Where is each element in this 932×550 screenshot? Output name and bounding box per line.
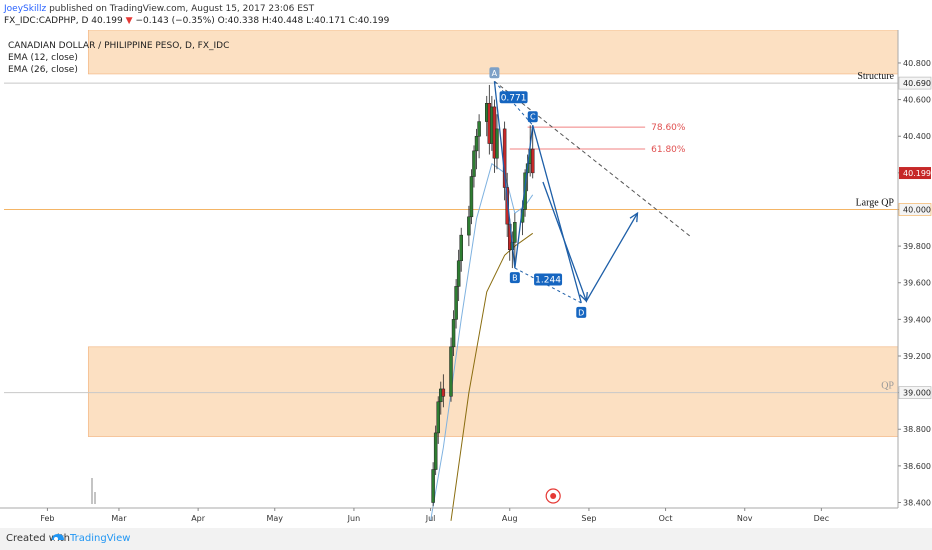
level-label: Structure (857, 71, 894, 82)
level-price-badge (898, 76, 932, 90)
tradingview-logo-icon (50, 530, 66, 544)
time-tick-label: Apr (191, 514, 206, 523)
last-price-label: 40.199 (903, 169, 931, 178)
legend-ema26: EMA (26, close) (8, 65, 78, 75)
candle-body (449, 346, 453, 397)
symbol-name: FX_IDC:CADPHP, D (4, 16, 89, 26)
pattern-point-badge (489, 67, 500, 79)
candle-body (456, 260, 461, 287)
candle-body (530, 148, 535, 174)
author-link[interactable]: JoeySkillz (4, 4, 47, 14)
price-tick-label: 40.400 (903, 132, 931, 141)
price-tick-label: 38.600 (903, 462, 931, 471)
time-tick-label: Sep (581, 514, 596, 523)
level-label: Large QP (856, 197, 895, 208)
time-tick-label: Aug (502, 514, 518, 523)
ratio-ac-label-badge (499, 91, 528, 104)
publish-info: published on TradingView.com, August 15,… (49, 4, 315, 14)
ratio-ac-label: 0.771 (501, 93, 527, 103)
ohlc-values: O:40.338 H:40.448 L:40.171 C:40.199 (217, 16, 390, 26)
ratio-bd-label-badge (534, 273, 563, 286)
pattern-point-label: A (492, 69, 498, 78)
fib-level-label: 78.60% (651, 123, 686, 133)
symbol-info-line: FX_IDC:CADPHP, D 40.199 ▼ −0.143 (−0.35%… (4, 16, 389, 26)
legend-title: CANADIAN DOLLAR / PHILIPPINE PESO, D, FX… (8, 41, 230, 51)
candle-body (477, 121, 481, 137)
candle-body (474, 135, 479, 152)
price-tick-label: 40.600 (903, 96, 931, 105)
time-tick-label: Jul (425, 514, 436, 523)
arrow-head-icon (629, 211, 639, 223)
candle-body (469, 176, 474, 218)
price-tick-label: 39.600 (903, 279, 931, 288)
supply-demand-zone (87, 30, 899, 75)
footer-bar: Created with TradingView (0, 528, 932, 550)
level-label: QP (881, 381, 894, 392)
candle-body (513, 222, 517, 243)
level-price-label: 40.000 (903, 205, 931, 214)
ema12-line (430, 162, 534, 521)
candle-body (495, 128, 499, 159)
candle-body (467, 216, 471, 236)
candle-body (454, 286, 458, 320)
candle-body (472, 150, 476, 177)
price-tick-label: 39.800 (903, 242, 931, 251)
candle-body (451, 319, 456, 348)
last-price-badge (899, 167, 931, 180)
time-tick-label: Oct (659, 514, 673, 523)
level-price-badge (898, 386, 932, 399)
price-axis (898, 30, 932, 508)
pattern-point-badge (509, 272, 520, 284)
fib-level-label: 61.80% (651, 145, 686, 155)
price-tick-label: 38.800 (903, 425, 931, 434)
price-tick-label: 39.400 (903, 315, 931, 324)
event-marker-dot (550, 493, 557, 499)
level-price-badge (898, 203, 932, 216)
pattern-point-label: B (512, 274, 518, 283)
price-change: −0.143 (−0.35%) (135, 16, 215, 26)
tradingview-brand[interactable]: TradingView (70, 533, 131, 544)
pattern-point-label: C (530, 113, 536, 122)
candle-body (433, 432, 438, 470)
price-tick-label: 39.200 (903, 352, 931, 361)
time-tick-label: Dec (814, 514, 829, 523)
candle-body (436, 401, 440, 434)
ema26-line (450, 232, 534, 521)
legend-ema12: EMA (12, close) (8, 53, 78, 63)
chart-legend: CANADIAN DOLLAR / PHILIPPINE PESO, D, FX… (8, 40, 229, 76)
time-tick-label: Nov (737, 514, 753, 523)
supply-demand-zone (87, 346, 899, 437)
pattern-point-badge (576, 306, 587, 318)
time-tick-label: May (266, 514, 283, 523)
time-tick-label: Mar (111, 514, 127, 523)
publish-header: JoeySkillz published on TradingView.com,… (4, 3, 314, 15)
time-tick-label: Feb (40, 514, 54, 523)
time-tick-label: Jun (347, 514, 361, 523)
pattern-point-badge (527, 111, 538, 123)
price-chart[interactable]: Structure Large QP QP 78.60% 61.80% A B C D 0.771… (0, 30, 932, 528)
arrow-head-icon (579, 292, 588, 303)
pattern-ac-line (494, 80, 534, 126)
price-tick-label: 40.800 (903, 59, 931, 68)
down-arrow-icon: ▼ (125, 16, 133, 26)
created-with-text: Created with (6, 533, 70, 544)
abcd-pattern (493, 81, 582, 304)
price-tick-label: 38.400 (903, 499, 931, 508)
pattern-point-label: D (578, 308, 584, 317)
level-price-label: 40.690 (903, 79, 931, 88)
candle-body (459, 234, 463, 262)
candle-body (441, 388, 446, 397)
candle-body (431, 469, 435, 503)
last-price: 40.199 (91, 16, 123, 26)
level-price-label: 39.000 (903, 389, 931, 398)
ratio-bd-label: 1.244 (535, 275, 561, 285)
